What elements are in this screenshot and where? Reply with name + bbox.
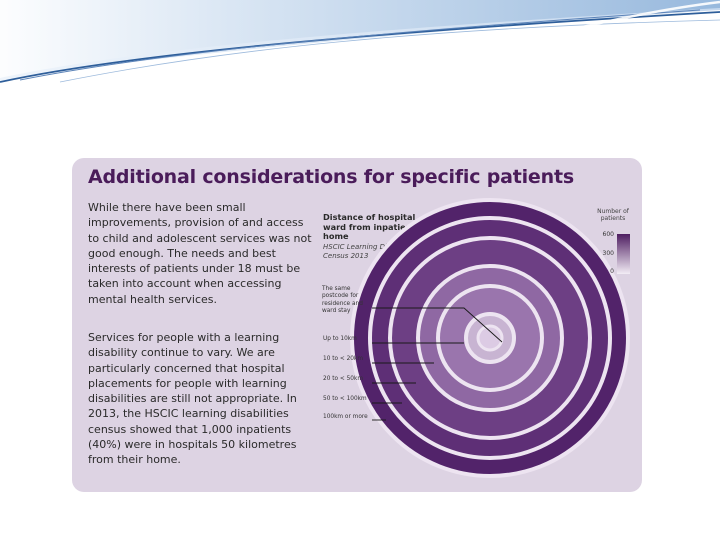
- card-title: Additional considerations for specific p…: [88, 166, 574, 188]
- diagram-title: Distance of hospital ward from inpatient…: [323, 212, 423, 241]
- ring-label-2: 10 to < 20km: [323, 356, 363, 363]
- ring-label-0-line-1: postcode for: [322, 293, 359, 300]
- diagram-source: HSCIC Learning Disabilities Census 2013: [323, 243, 418, 260]
- legend-color-scale: [617, 234, 630, 274]
- ring-center: [476, 324, 504, 352]
- leader-line-0: [372, 307, 503, 343]
- ring-label-5-line-0: 100km or more: [323, 414, 368, 420]
- ring-label-1-line-0: Up to 10km: [323, 336, 357, 342]
- legend-tick-0: 0: [610, 268, 614, 275]
- ring-label-4-line-0: 50 to < 100km: [323, 396, 367, 402]
- header-swoosh: [0, 0, 720, 83]
- ring-label-5: 100km or more: [323, 414, 368, 421]
- paragraph-learning-disability: Services for people with a learning disa…: [88, 331, 297, 467]
- ring-label-4: 50 to < 100km: [323, 396, 367, 403]
- legend-tick-600: 600: [602, 231, 614, 238]
- ring-label-0-line-3: ward stay: [322, 308, 351, 315]
- ring-label-3-line-0: 20 to < 50km: [323, 376, 363, 382]
- ring-label-0: The same postcode for residence and ward st…: [322, 286, 363, 316]
- ring-label-2-line-0: 10 to < 20km: [323, 356, 363, 362]
- legend-title: Number of patients: [597, 208, 629, 222]
- legend-tick-300: 300: [602, 250, 614, 257]
- ring-label-0-line-0: The same: [322, 286, 351, 292]
- ring-label-0-line-2: residence and: [322, 300, 363, 307]
- info-card: Additional considerations for specific p…: [72, 158, 642, 492]
- ring-label-3: 20 to < 50km: [323, 376, 363, 383]
- distance-rings-diagram: [350, 198, 630, 478]
- ring-label-1: Up to 10km: [323, 336, 357, 343]
- paragraph-children-services: While there have been small improvements…: [88, 201, 312, 306]
